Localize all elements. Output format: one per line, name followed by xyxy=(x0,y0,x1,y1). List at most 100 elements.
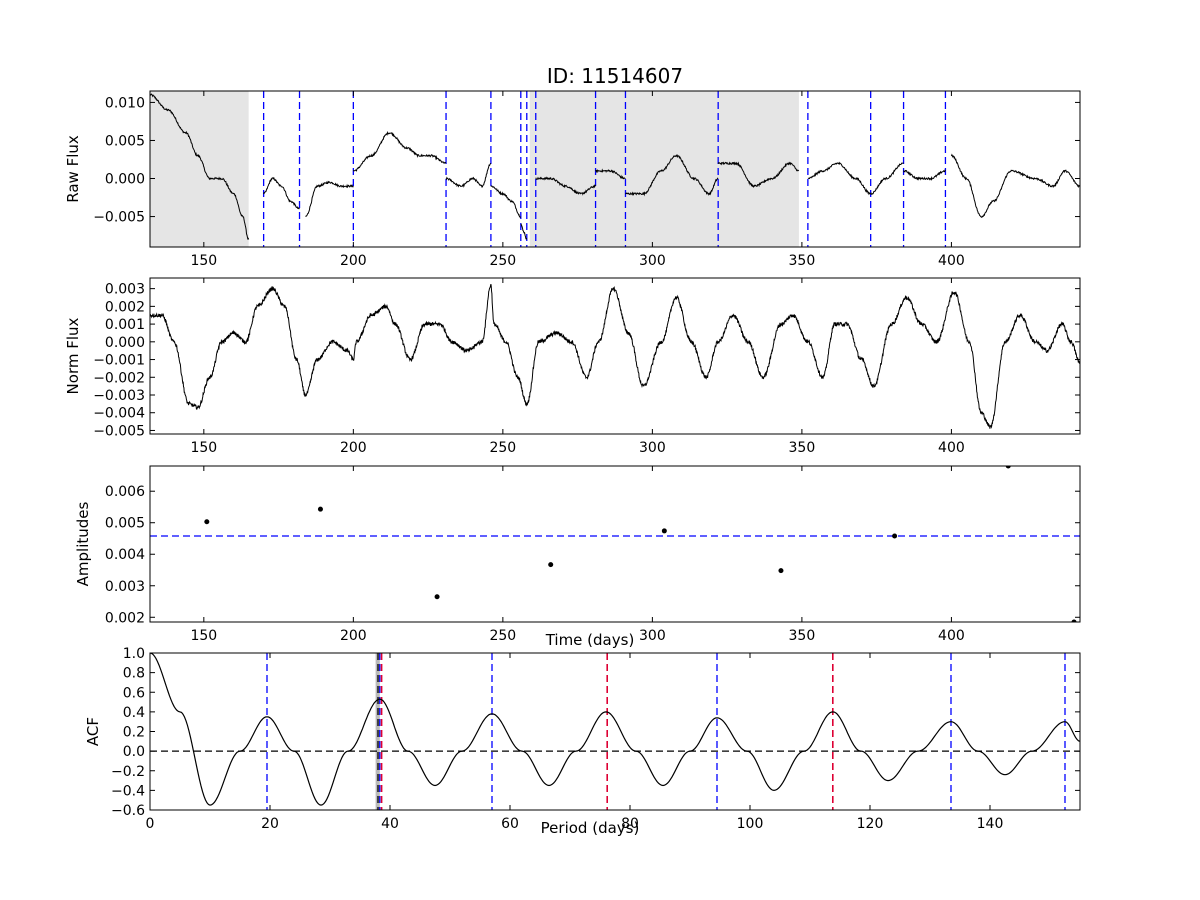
amplitude-point xyxy=(434,594,440,600)
x-tick-label: 250 xyxy=(489,440,516,456)
raw-flux-segment xyxy=(490,185,522,218)
y-tick-label: −0.003 xyxy=(93,388,145,404)
x-tick-label: 20 xyxy=(261,816,279,832)
x-tick-label: 300 xyxy=(639,628,666,644)
x-tick-label: 0 xyxy=(146,816,155,832)
raw-flux-segment xyxy=(807,161,871,196)
amps-axes-frame xyxy=(149,465,1081,623)
x-tick-label: 200 xyxy=(340,628,367,644)
y-tick-label: −0.004 xyxy=(93,406,145,422)
x-tick-label: 300 xyxy=(639,253,666,269)
y-tick-label: −0.005 xyxy=(93,423,145,439)
amplitude-point xyxy=(1071,619,1077,622)
x-tick-label: 80 xyxy=(621,816,639,832)
acf-plot-area xyxy=(150,653,1080,810)
amplitudes-panel: 150 200 250 300 350 400 0.002 0.003 0.004 0.005 0.… xyxy=(74,465,1081,649)
y-tick-label: −0.4 xyxy=(111,783,145,799)
amps-y-axis-label: Amplitudes xyxy=(74,501,92,586)
y-tick-label: −0.001 xyxy=(93,353,145,369)
amplitude-point xyxy=(1005,466,1011,469)
amplitude-point xyxy=(892,533,898,539)
raw-flux-segment xyxy=(150,93,250,240)
x-tick-label: 40 xyxy=(381,816,399,832)
x-tick-label: 100 xyxy=(737,816,764,832)
y-tick-label: 0.005 xyxy=(105,133,145,149)
x-tick-label: 150 xyxy=(190,440,217,456)
norm-plot-area xyxy=(150,283,1080,429)
raw-flux-panel: 150 200 250 300 350 400 −0.005 0.000 0.005 0.010 R… xyxy=(64,90,1081,269)
raw-flux-segment xyxy=(903,169,946,181)
amplitude-point xyxy=(778,568,784,574)
amps-plot-area xyxy=(150,466,1080,622)
y-tick-label: −0.2 xyxy=(111,764,145,780)
y-tick-label: 0.004 xyxy=(105,547,145,563)
x-tick-label: 60 xyxy=(501,816,519,832)
y-tick-label: 0.010 xyxy=(105,95,145,111)
norm-y-axis-label: Norm Flux xyxy=(64,317,82,394)
amplitude-point xyxy=(204,519,210,525)
x-tick-label: 350 xyxy=(789,440,816,456)
y-tick-label: 0.6 xyxy=(123,685,145,701)
raw-flux-segment xyxy=(535,176,597,196)
norm-flux-panel: 150 200 250 300 350 400 −0.005−0.004 −0.003 −0.0… xyxy=(64,277,1081,456)
y-tick-label: 0.003 xyxy=(105,579,145,595)
raw-flux-segment xyxy=(352,130,447,172)
raw-flux-segment xyxy=(520,223,528,240)
x-tick-label: 250 xyxy=(489,628,516,644)
amps-x-axis-label: Time (days) xyxy=(545,631,635,649)
y-tick-label: 0.002 xyxy=(105,610,145,626)
y-tick-label: −0.005 xyxy=(93,210,145,226)
x-tick-label: 400 xyxy=(938,628,965,644)
raw-flux-segment xyxy=(870,162,904,195)
x-tick-label: 120 xyxy=(857,816,884,832)
x-tick-label: 150 xyxy=(190,628,217,644)
acf-axes-frame xyxy=(149,652,1081,811)
norm-flux-line xyxy=(150,283,1080,429)
raw-flux-segment xyxy=(263,176,300,210)
acf-curve xyxy=(150,653,1080,806)
y-tick-label: 0.002 xyxy=(105,299,145,315)
y-tick-label: 0.006 xyxy=(105,484,145,500)
raw-flux-segment xyxy=(305,180,354,217)
raw-flux-segment xyxy=(595,168,626,180)
x-tick-label: 400 xyxy=(938,253,965,269)
amplitude-point xyxy=(548,562,554,568)
amplitude-point xyxy=(661,528,667,534)
figure-title: ID: 11514607 xyxy=(547,64,683,88)
raw-y-axis-label: Raw Flux xyxy=(64,135,82,203)
x-tick-label: 140 xyxy=(977,816,1004,832)
x-tick-label: 200 xyxy=(340,253,367,269)
x-tick-label: 350 xyxy=(789,628,816,644)
acf-y-axis-label: ACF xyxy=(84,717,102,746)
raw-flux-segment xyxy=(950,153,1080,218)
y-tick-label: 0.000 xyxy=(105,335,145,351)
y-tick-label: 1.0 xyxy=(123,646,145,662)
x-tick-label: 200 xyxy=(340,440,367,456)
y-tick-label: 0.8 xyxy=(123,666,145,682)
y-tick-label: 0.4 xyxy=(123,705,145,721)
y-tick-label: 0.2 xyxy=(123,725,145,741)
raw-flux-segment xyxy=(625,154,719,197)
raw-plot-area xyxy=(150,91,1080,247)
raw-axes-frame xyxy=(149,90,1081,248)
y-tick-label: −0.002 xyxy=(93,370,145,386)
x-tick-label: 150 xyxy=(190,253,217,269)
shaded-region xyxy=(150,91,249,247)
x-tick-label: 250 xyxy=(489,253,516,269)
raw-flux-segment xyxy=(445,162,492,188)
y-tick-label: 0.001 xyxy=(105,317,145,333)
raw-flux-segment xyxy=(717,161,800,188)
x-tick-label: 300 xyxy=(639,440,666,456)
y-tick-label: −0.6 xyxy=(111,803,145,819)
x-tick-label: 350 xyxy=(789,253,816,269)
norm-axes-frame xyxy=(149,277,1081,435)
y-tick-label: 0.003 xyxy=(105,282,145,298)
acf-panel: 0 20 40 60 80 100 120 140 −0.6 −0.4 −0.2 0.0 0.2 0.4 0… xyxy=(84,646,1081,837)
amplitude-point xyxy=(317,506,323,512)
x-tick-label: 400 xyxy=(938,440,965,456)
acf-x-axis-label: Period (days) xyxy=(541,819,640,837)
y-tick-label: 0.000 xyxy=(105,172,145,188)
y-tick-label: 0.0 xyxy=(123,744,145,760)
y-tick-label: 0.005 xyxy=(105,516,145,532)
